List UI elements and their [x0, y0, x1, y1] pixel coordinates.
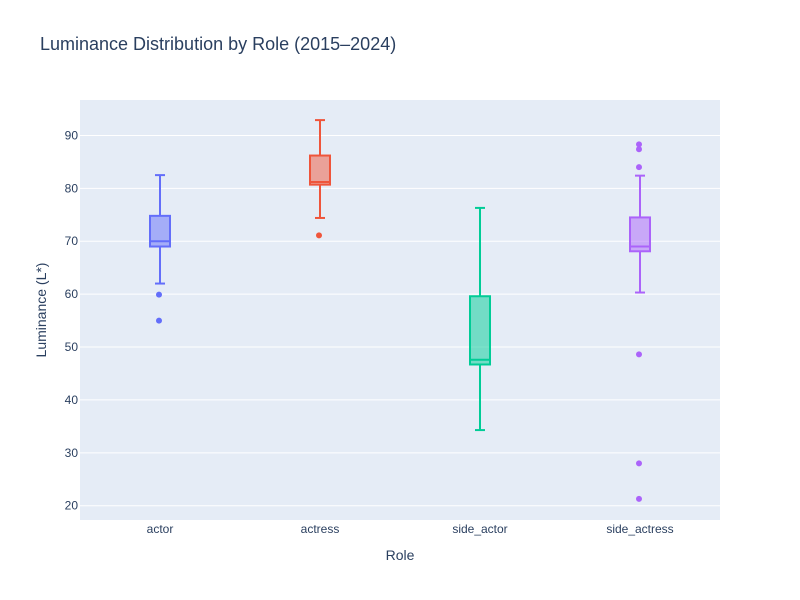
- x-tick-label: side_actor: [452, 522, 507, 536]
- y-gridlines: [80, 134, 720, 507]
- outlier-point: [636, 495, 642, 502]
- outlier-point: [636, 141, 642, 148]
- outlier-point: [156, 291, 162, 298]
- y-tick-label: 60: [65, 287, 79, 301]
- x-tick-label: actress: [301, 522, 340, 536]
- iqr-box: [469, 295, 491, 366]
- y-tick-label: 50: [65, 340, 79, 354]
- plot-area: [80, 100, 720, 520]
- iqr-box: [309, 154, 331, 186]
- y-tick-label: 30: [65, 446, 79, 460]
- y-tick-label: 40: [65, 393, 79, 407]
- x-tick-labels: actor actress side_actor side_actress: [147, 522, 674, 536]
- outlier-point: [636, 351, 642, 358]
- x-tick-label: side_actress: [606, 522, 673, 536]
- y-tick-label: 70: [65, 234, 79, 248]
- box-side-actor: [469, 206, 491, 432]
- y-tick-label: 90: [65, 128, 79, 142]
- iqr-box: [149, 214, 171, 248]
- box-actor: [149, 174, 171, 324]
- outlier-point: [636, 164, 642, 171]
- x-axis-title: Role: [386, 547, 415, 563]
- y-axis-title: Luminance (L*): [33, 263, 49, 358]
- x-tick-label: actor: [147, 522, 174, 536]
- y-tick-label: 20: [65, 499, 79, 513]
- box-actress: [309, 119, 331, 239]
- outlier-point: [316, 232, 322, 239]
- outlier-point: [636, 460, 642, 467]
- outlier-point: [636, 146, 642, 153]
- boxes: [149, 119, 651, 502]
- y-tick-labels: 20 30 40 50 60 70 80 90: [65, 128, 79, 512]
- y-tick-label: 80: [65, 181, 79, 195]
- outlier-point: [156, 317, 162, 324]
- chart-title: Luminance Distribution by Role (2015–202…: [40, 34, 396, 54]
- box-side-actress: [629, 141, 651, 502]
- iqr-box: [629, 216, 651, 253]
